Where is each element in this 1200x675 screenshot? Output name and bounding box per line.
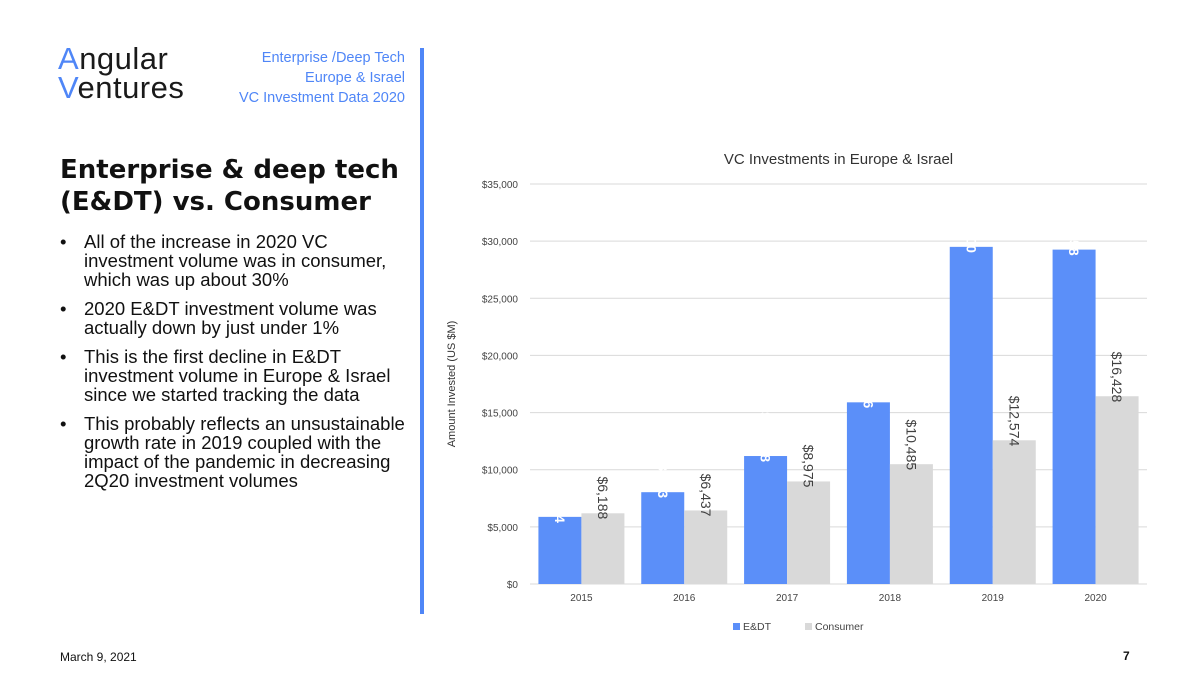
- slide-heading: Enterprise & deep tech (E&DT) vs. Consum…: [60, 154, 410, 218]
- legend-label: Consumer: [815, 621, 864, 633]
- data-label: $5,874: [552, 480, 568, 523]
- heading-line-1: Enterprise & deep tech: [60, 155, 399, 185]
- y-tick-label: $25,000: [482, 294, 519, 305]
- x-tick-label: 2017: [776, 593, 799, 604]
- tagline-line-3: VC Investment Data 2020: [238, 90, 405, 106]
- vertical-divider: [420, 48, 424, 614]
- bar-edt: [949, 246, 993, 584]
- bar-edt: [846, 402, 890, 584]
- bar-consumer: [787, 481, 831, 584]
- bullet-item: All of the increase in 2020 VC investmen…: [60, 232, 405, 289]
- data-label: $12,574: [1006, 396, 1022, 447]
- legend-swatch: [733, 623, 740, 630]
- legend-swatch: [805, 623, 812, 630]
- y-tick-label: $35,000: [482, 180, 519, 191]
- y-axis-label: Amount Invested (US $M): [446, 321, 458, 448]
- company-logo: Angular Ventures: [58, 41, 185, 106]
- chart-title: VC Investments in Europe & Israel: [724, 151, 953, 168]
- data-label: $29,258: [1066, 205, 1082, 256]
- data-label: $15,896: [860, 358, 876, 409]
- page-number: 7: [1123, 649, 1130, 663]
- legend-label: E&DT: [743, 621, 772, 633]
- tagline-line-1: Enterprise /Deep Tech: [261, 50, 405, 66]
- data-label: $6,437: [698, 474, 714, 517]
- logo-line-angular: Angular: [58, 41, 169, 76]
- data-label: $6,188: [595, 476, 611, 519]
- bar-consumer: [684, 510, 728, 584]
- x-tick-label: 2016: [673, 593, 696, 604]
- data-label: $8,975: [801, 445, 817, 488]
- bar-edt: [1052, 249, 1096, 584]
- x-tick-label: 2015: [570, 593, 593, 604]
- x-tick-label: 2018: [879, 593, 902, 604]
- bullet-item: This probably reflects an unsustainable …: [60, 414, 405, 490]
- data-label: $11,198: [758, 412, 774, 462]
- tagline-line-2: Europe & Israel: [305, 70, 405, 86]
- y-tick-label: $20,000: [482, 351, 519, 362]
- bar-edt: [744, 456, 788, 584]
- bar-consumer: [1095, 396, 1139, 584]
- bullet-item: 2020 E&DT investment volume was actually…: [60, 299, 405, 337]
- y-tick-label: $30,000: [482, 237, 519, 248]
- bullet-list: All of the increase in 2020 VC investmen…: [60, 232, 405, 500]
- data-label: $8,033: [655, 455, 671, 498]
- data-label: $16,428: [1109, 352, 1125, 403]
- footer-date: March 9, 2021: [60, 650, 137, 664]
- y-tick-label: $0: [507, 580, 519, 591]
- bar-consumer: [992, 440, 1036, 584]
- bar-chart: VC Investments in Europe & Israel $0 $5,00…: [446, 151, 1147, 633]
- y-tick-label: $10,000: [482, 466, 519, 477]
- data-label: $10,485: [903, 420, 919, 471]
- bar-consumer: [889, 464, 933, 584]
- bar-edt: [538, 516, 582, 584]
- logo-line-ventures: Ventures: [58, 70, 185, 106]
- heading-line-2: (E&DT) vs. Consumer: [60, 187, 371, 217]
- x-tick-label: 2020: [1084, 593, 1107, 604]
- bar-edt: [641, 492, 685, 584]
- bar-consumer: [581, 513, 625, 584]
- data-label: $29,500: [963, 202, 979, 253]
- y-tick-label: $15,000: [482, 409, 519, 420]
- report-tagline: Enterprise /Deep Tech Europe & Israel VC…: [239, 48, 405, 108]
- y-tick-label: $5,000: [487, 523, 518, 534]
- x-tick-label: 2019: [982, 593, 1005, 604]
- bullet-item: This is the first decline in E&DT invest…: [60, 347, 405, 404]
